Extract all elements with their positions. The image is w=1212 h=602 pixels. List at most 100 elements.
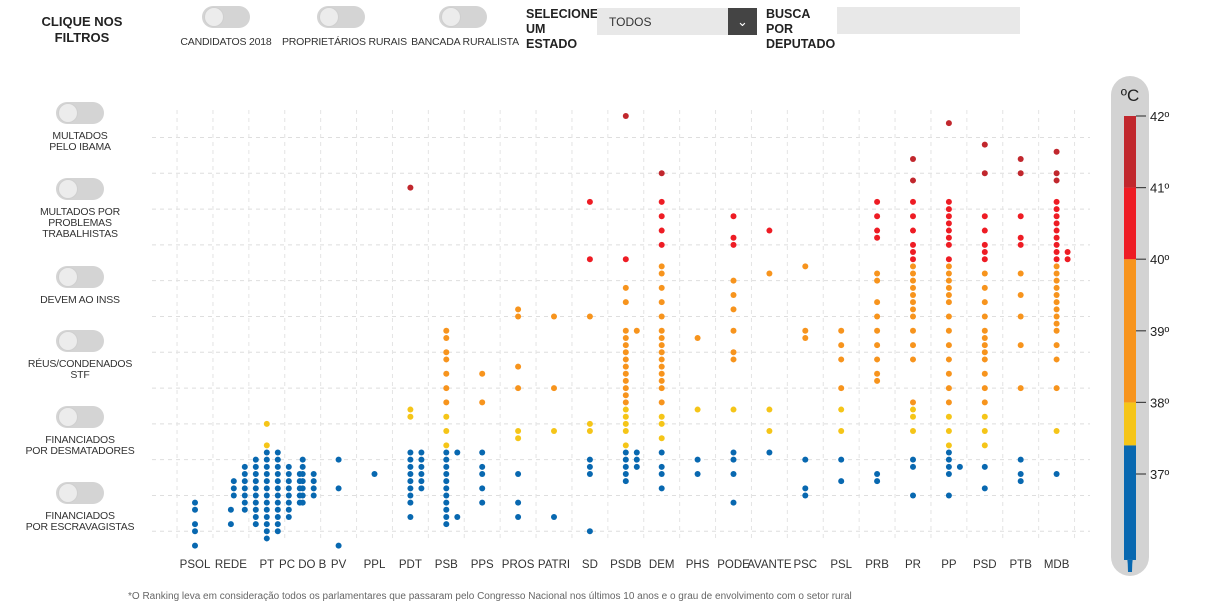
deputy-dot[interactable] — [910, 313, 916, 320]
deputy-dot[interactable] — [945, 342, 952, 349]
party-label[interactable]: PSOL — [180, 559, 211, 571]
deputy-dot[interactable] — [230, 492, 237, 499]
deputy-dot[interactable] — [443, 356, 450, 363]
deputy-dot[interactable] — [945, 263, 952, 270]
deputy-dot[interactable] — [658, 327, 665, 334]
deputy-dot[interactable] — [981, 399, 988, 406]
deputy-dot[interactable] — [227, 521, 234, 528]
deputy-dot[interactable] — [766, 428, 773, 435]
deputy-dot[interactable] — [263, 456, 270, 463]
deputy-dot[interactable] — [1017, 456, 1024, 463]
deputy-dot[interactable] — [1053, 270, 1060, 277]
deputy-dot[interactable] — [335, 485, 342, 492]
party-label[interactable]: PATRI — [538, 559, 570, 571]
deputy-dot[interactable] — [910, 284, 916, 291]
deputy-dot[interactable] — [838, 478, 845, 485]
deputy-dot[interactable] — [981, 349, 988, 356]
deputy-dot[interactable] — [658, 241, 665, 248]
deputy-dot[interactable] — [874, 356, 881, 363]
deputy-dot[interactable] — [263, 449, 270, 456]
deputy-dot[interactable] — [1053, 471, 1060, 477]
deputy-dot[interactable] — [910, 299, 916, 306]
deputy-dot[interactable] — [407, 413, 414, 420]
deputy-dot[interactable] — [622, 377, 629, 384]
deputy-dot[interactable] — [622, 349, 629, 356]
deputy-dot[interactable] — [622, 356, 629, 363]
deputy-dot[interactable] — [658, 399, 665, 406]
deputy-dot[interactable] — [802, 456, 809, 463]
deputy-dot[interactable] — [622, 299, 629, 306]
deputy-dot[interactable] — [945, 299, 952, 306]
deputy-dot[interactable] — [443, 471, 450, 477]
deputy-dot[interactable] — [766, 449, 773, 456]
deputy-dot[interactable] — [622, 327, 629, 334]
deputy-dot[interactable] — [874, 370, 881, 377]
deputy-dot[interactable] — [241, 492, 248, 499]
deputy-dot[interactable] — [658, 284, 665, 291]
deputy-dot[interactable] — [838, 385, 845, 392]
deputy-dot[interactable] — [1017, 155, 1024, 162]
party-label[interactable]: DEM — [649, 559, 675, 571]
deputy-dot[interactable] — [1053, 385, 1060, 392]
deputy-dot[interactable] — [274, 471, 281, 477]
deputy-dot[interactable] — [838, 428, 845, 435]
deputy-dot[interactable] — [299, 463, 306, 470]
deputy-dot[interactable] — [694, 334, 701, 341]
deputy-dot[interactable] — [633, 456, 640, 463]
deputy-dot[interactable] — [945, 213, 952, 220]
party-label[interactable]: MDB — [1044, 559, 1070, 571]
deputy-dot[interactable] — [443, 513, 450, 520]
deputy-dot[interactable] — [515, 313, 522, 320]
deputy-dot[interactable] — [633, 463, 640, 470]
deputy-dot[interactable] — [981, 370, 988, 377]
deputy-dot[interactable] — [299, 492, 306, 499]
party-label[interactable]: PSL — [830, 559, 852, 571]
deputy-dot[interactable] — [1053, 249, 1060, 256]
deputy-dot[interactable] — [622, 334, 629, 341]
deputy-dot[interactable] — [285, 506, 292, 513]
deputy-dot[interactable] — [910, 399, 916, 406]
deputy-dot[interactable] — [874, 270, 881, 277]
deputy-dot[interactable] — [443, 327, 450, 334]
deputy-dot[interactable] — [263, 463, 270, 470]
party-label[interactable]: PSD — [973, 559, 997, 571]
deputy-dot[interactable] — [299, 456, 306, 463]
deputy-dot[interactable] — [443, 385, 450, 392]
deputy-dot[interactable] — [838, 456, 845, 463]
toggle-bancada-ruralista[interactable] — [439, 6, 487, 28]
deputy-dot[interactable] — [730, 499, 737, 506]
deputy-dot[interactable] — [622, 406, 629, 413]
deputy-dot[interactable] — [945, 313, 952, 320]
deputy-dot[interactable] — [263, 485, 270, 492]
deputy-dot[interactable] — [252, 485, 259, 492]
deputy-dot[interactable] — [622, 370, 629, 377]
deputy-dot[interactable] — [443, 442, 450, 449]
deputy-dot[interactable] — [252, 513, 259, 520]
party-label[interactable]: PT — [259, 559, 274, 571]
deputy-dot[interactable] — [910, 413, 916, 420]
deputy-dot[interactable] — [1017, 342, 1024, 349]
deputy-dot[interactable] — [252, 506, 259, 513]
deputy-dot[interactable] — [443, 499, 450, 506]
deputy-dot[interactable] — [766, 227, 773, 234]
deputy-dot[interactable] — [515, 385, 522, 392]
deputy-dot[interactable] — [981, 241, 988, 248]
deputy-dot[interactable] — [622, 413, 629, 420]
deputy-dot[interactable] — [586, 256, 593, 263]
deputy-dot[interactable] — [586, 471, 593, 477]
deputy-dot[interactable] — [551, 385, 557, 392]
deputy-dot[interactable] — [838, 342, 845, 349]
deputy-dot[interactable] — [730, 327, 737, 334]
deputy-dot[interactable] — [252, 499, 259, 506]
deputy-dot[interactable] — [407, 471, 414, 477]
deputy-dot[interactable] — [443, 413, 450, 420]
toggle-devem-inss[interactable] — [56, 266, 104, 288]
deputy-dot[interactable] — [1053, 263, 1060, 270]
deputy-dot[interactable] — [910, 198, 916, 205]
deputy-dot[interactable] — [241, 471, 248, 477]
deputy-dot[interactable] — [274, 506, 281, 513]
deputy-dot[interactable] — [658, 227, 665, 234]
deputy-dot[interactable] — [285, 478, 292, 485]
deputy-dot[interactable] — [945, 206, 952, 213]
deputy-dot[interactable] — [838, 327, 845, 334]
